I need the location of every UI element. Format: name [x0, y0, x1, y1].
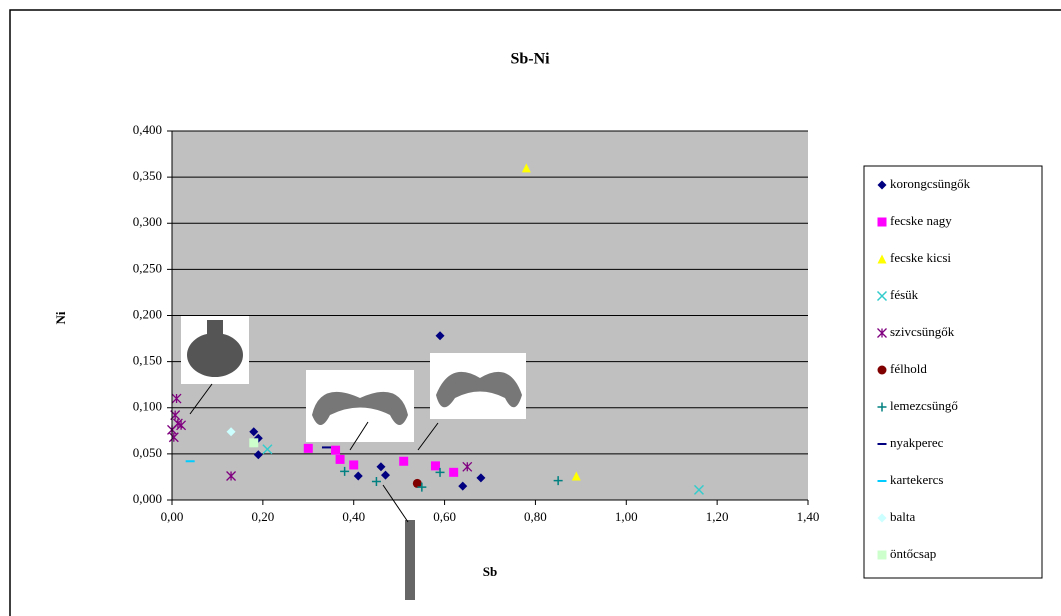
legend-label: nyakperec	[890, 435, 944, 450]
point	[435, 331, 445, 341]
x-axis-label: Sb	[483, 564, 497, 579]
x-tick-label: 0,00	[161, 509, 184, 524]
point	[226, 471, 237, 481]
point	[381, 470, 391, 480]
y-tick-label: 0,000	[133, 491, 162, 506]
legend	[863, 165, 1043, 579]
x-tick-label: 1,40	[797, 509, 820, 524]
point	[331, 445, 341, 455]
point	[303, 443, 313, 453]
y-tick-label: 0,400	[133, 122, 162, 137]
y-tick-label: 0,150	[133, 353, 162, 368]
point	[693, 484, 705, 495]
legend-label: fésük	[890, 287, 919, 302]
x-tick-label: 0,40	[342, 509, 365, 524]
legend-swatch	[877, 513, 887, 523]
point	[335, 454, 345, 464]
point	[571, 471, 581, 481]
y-tick-label: 0,100	[133, 399, 162, 414]
point	[171, 393, 182, 404]
point	[249, 427, 259, 437]
legend-swatch	[877, 365, 887, 375]
point	[349, 460, 359, 470]
point	[417, 482, 427, 492]
point	[376, 462, 386, 472]
legend-swatch	[877, 402, 887, 412]
legend-swatch	[876, 290, 888, 302]
legend-entries: korongcsüngők fecske nagy fecske kicsi fésü…	[876, 176, 971, 561]
arrow	[417, 422, 439, 451]
legend-label: fecske kicsi	[890, 250, 951, 265]
legend-label: öntőcsap	[890, 546, 936, 561]
point	[553, 476, 563, 486]
y-tick-label: 0,300	[133, 214, 162, 229]
point	[168, 432, 179, 443]
point	[476, 473, 486, 483]
y-tick-label: 0,250	[133, 260, 162, 275]
y-tick-label: 0,200	[133, 306, 162, 321]
illustrations	[181, 316, 526, 600]
point	[435, 467, 445, 477]
arrow	[349, 421, 369, 451]
rod-image	[405, 520, 415, 600]
x-tick-label: 0,20	[251, 509, 274, 524]
point	[249, 438, 259, 448]
legend-label: fecske nagy	[890, 213, 952, 228]
point	[371, 477, 381, 487]
point	[449, 467, 459, 477]
legend-label: korongcsüngők	[890, 176, 971, 191]
legend-swatch	[877, 550, 887, 560]
pendant-image	[187, 333, 243, 377]
x-tick-label: 0,60	[433, 509, 456, 524]
x-tick-label: 1,20	[706, 509, 729, 524]
arrow	[189, 383, 213, 415]
point	[262, 444, 273, 455]
chart-title: Sb-Ni	[510, 51, 550, 68]
legend-label: szivcsüngők	[890, 324, 955, 339]
y-tick-label: 0,350	[133, 168, 162, 183]
point	[458, 481, 468, 491]
x-tick-label: 0,80	[524, 509, 547, 524]
point	[412, 478, 422, 488]
legend-swatch	[877, 217, 887, 227]
y-axis-label: Ni	[53, 311, 68, 324]
point	[226, 427, 236, 437]
point	[253, 450, 263, 460]
point	[176, 420, 187, 431]
y-tick-label: 0,050	[133, 445, 162, 460]
arrow	[382, 484, 409, 523]
point	[521, 163, 531, 173]
pendant-image	[207, 320, 223, 334]
legend-label: félhold	[890, 361, 927, 376]
legend-label: kartekercs	[890, 472, 943, 487]
point	[340, 466, 350, 476]
legend-swatch	[877, 328, 887, 338]
point	[430, 461, 440, 471]
point	[462, 461, 473, 472]
legend-label: balta	[890, 509, 915, 524]
x-tick-label: 1,00	[615, 509, 638, 524]
ornament-image	[312, 391, 408, 425]
legend-swatch	[877, 254, 887, 264]
legend-swatch	[877, 180, 887, 190]
point	[399, 456, 409, 466]
ornament-image	[436, 371, 522, 408]
legend-label: lemezcsüngő	[890, 398, 958, 413]
point	[353, 471, 363, 481]
